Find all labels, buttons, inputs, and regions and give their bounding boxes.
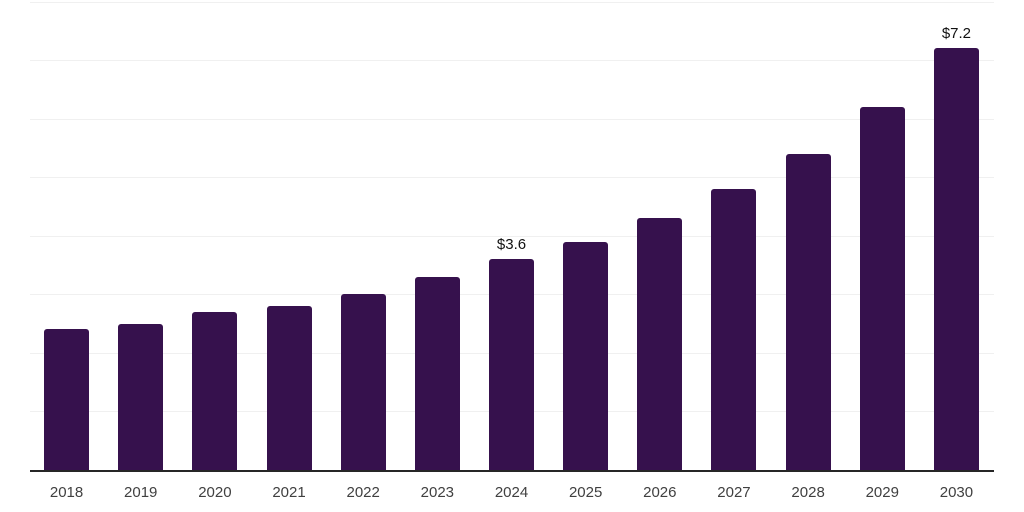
x-tick-label-2030: 2030 xyxy=(939,484,974,501)
gridline xyxy=(29,177,994,179)
value-label-2030: $7.2 xyxy=(941,25,972,43)
bar-2021 xyxy=(266,306,312,470)
x-tick-label-2019: 2019 xyxy=(124,484,158,501)
gridline xyxy=(29,118,994,120)
value-label-2024: $3.6 xyxy=(496,236,527,254)
bar-2024 xyxy=(489,259,534,470)
bar-2019 xyxy=(118,323,164,470)
x-tick-label-2025: 2025 xyxy=(568,484,603,501)
x-tick-label-2018: 2018 xyxy=(49,484,84,501)
x-tick-label-2023: 2023 xyxy=(420,484,455,501)
bar-2027 xyxy=(711,188,757,470)
bar-2018 xyxy=(44,329,90,470)
x-tick-label-2021: 2021 xyxy=(272,484,306,501)
gridline xyxy=(29,60,994,62)
bar-2025 xyxy=(563,241,609,470)
x-tick-label-2026: 2026 xyxy=(643,484,677,501)
x-tick-label-2028: 2028 xyxy=(791,484,825,501)
bar-2029 xyxy=(859,106,905,470)
x-tick-label-2027: 2027 xyxy=(717,484,751,501)
bar-2023 xyxy=(414,276,460,470)
bar-2028 xyxy=(785,153,831,470)
x-tick-label-2024: 2024 xyxy=(494,484,529,501)
gridline xyxy=(29,1,994,3)
x-tick-label-2029: 2029 xyxy=(865,484,899,501)
bar-2022 xyxy=(340,294,386,470)
bar-2030 xyxy=(933,48,979,470)
x-tick-label-2022: 2022 xyxy=(346,484,380,501)
bar-2020 xyxy=(192,311,238,470)
bar-2026 xyxy=(637,218,683,470)
x-tick-label-2020: 2020 xyxy=(198,484,232,501)
x-axis-line xyxy=(29,469,994,472)
gridline xyxy=(29,235,994,237)
